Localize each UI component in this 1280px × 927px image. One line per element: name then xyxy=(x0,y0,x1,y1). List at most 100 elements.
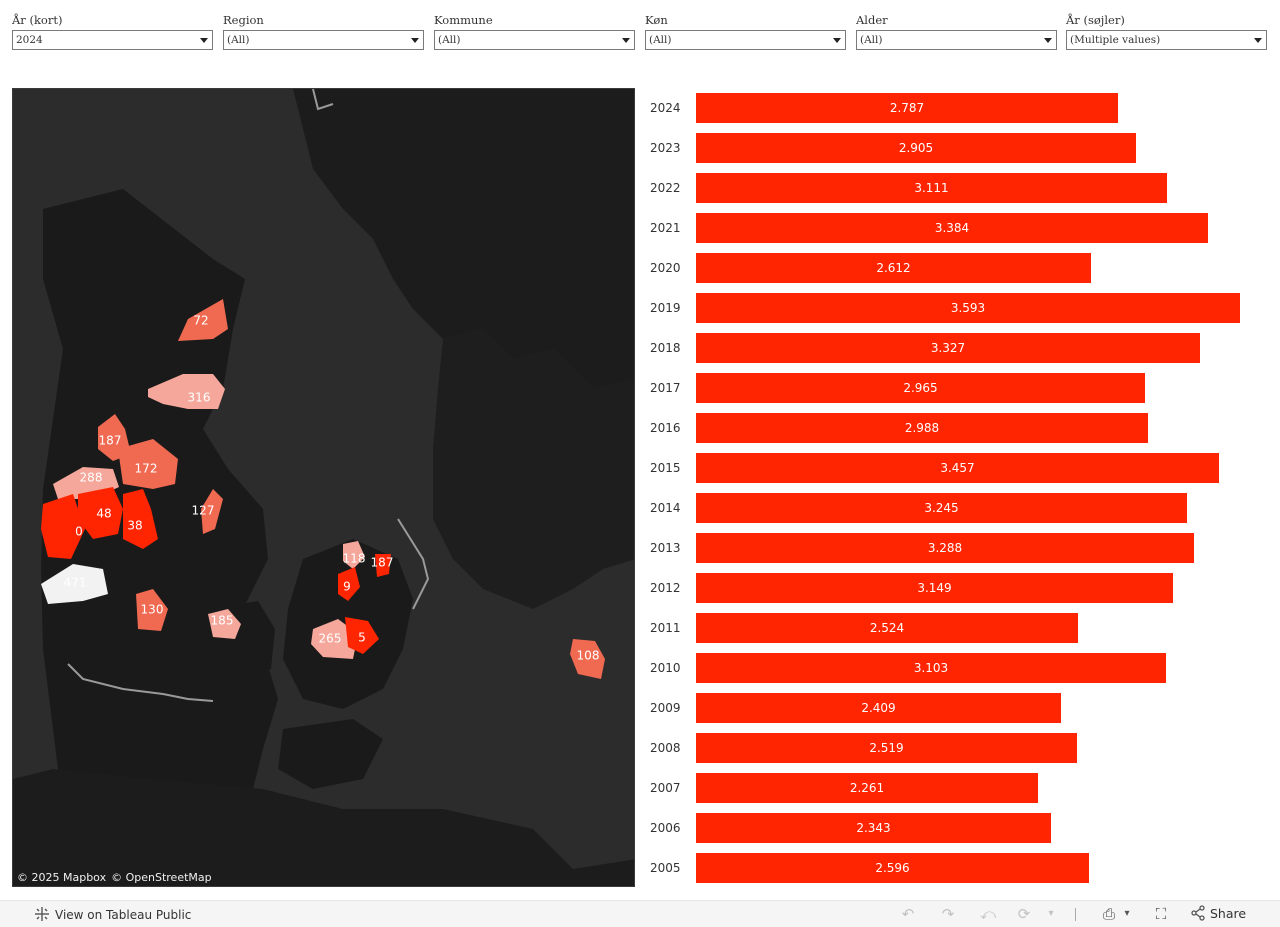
chevron-down-icon xyxy=(200,38,208,43)
yearly-bar-chart[interactable]: 2024 2.787 2023 2.905 2022 3.111 2021 3.384 2020… xyxy=(640,88,1260,888)
filter-value: 2024 xyxy=(16,34,43,46)
filter-municipality: Kommune (All) xyxy=(434,12,635,50)
bar-value-label: 2.596 xyxy=(875,861,910,875)
map-region-label: 316 xyxy=(188,391,211,405)
download-dropdown-icon[interactable]: ▾ xyxy=(1124,908,1130,919)
map-region[interactable] xyxy=(345,617,379,654)
bar[interactable]: 3.111 xyxy=(696,173,1167,203)
map-region[interactable] xyxy=(208,609,241,639)
bar[interactable]: 2.409 xyxy=(696,693,1061,723)
map-region[interactable] xyxy=(338,567,360,601)
bar-value-label: 3.149 xyxy=(917,581,952,595)
map-region[interactable] xyxy=(41,564,108,604)
bar-year-label: 2022 xyxy=(650,181,681,195)
map-region[interactable] xyxy=(343,541,365,569)
bar-row[interactable]: 2019 3.593 xyxy=(640,288,1260,328)
filter-region-dropdown[interactable]: (All) xyxy=(223,30,424,50)
bar[interactable]: 3.288 xyxy=(696,533,1194,563)
map-region[interactable] xyxy=(118,439,178,489)
bar-row[interactable]: 2009 2.409 xyxy=(640,688,1260,728)
bar-row[interactable]: 2016 2.988 xyxy=(640,408,1260,448)
bar-row[interactable]: 2007 2.261 xyxy=(640,768,1260,808)
bar-row[interactable]: 2018 3.327 xyxy=(640,328,1260,368)
filter-year-bars-dropdown[interactable]: (Multiple values) xyxy=(1066,30,1267,50)
bar-row[interactable]: 2021 3.384 xyxy=(640,208,1260,248)
map-region-label: 38 xyxy=(127,519,142,533)
choropleth-map[interactable]: 72 316 187 172 288 127 48 38 0 471 130 185 118 187 9 26… xyxy=(12,88,635,887)
bar[interactable]: 2.596 xyxy=(696,853,1089,883)
map-region[interactable] xyxy=(570,639,605,679)
bar-row[interactable]: 2005 2.596 xyxy=(640,848,1260,888)
bar-value-label: 2.787 xyxy=(889,101,925,115)
redo-icon[interactable]: ↷ xyxy=(941,905,955,923)
bar-year-label: 2007 xyxy=(650,781,681,795)
bar[interactable]: 3.149 xyxy=(696,573,1173,603)
bar[interactable]: 3.457 xyxy=(696,453,1219,483)
map-region[interactable] xyxy=(178,299,228,341)
view-on-tableau-link[interactable]: View on Tableau Public xyxy=(34,906,191,922)
map-land-scandinavia xyxy=(293,89,634,389)
map-region[interactable] xyxy=(201,489,223,534)
download-icon[interactable]: ⎙ xyxy=(1102,905,1115,923)
bar-value-label: 2.905 xyxy=(898,141,934,155)
map-region[interactable] xyxy=(375,554,391,577)
bar[interactable]: 2.965 xyxy=(696,373,1145,403)
bar[interactable]: 2.519 xyxy=(696,733,1077,763)
refresh-dropdown-icon[interactable]: ▾ xyxy=(1048,908,1054,919)
bar-row[interactable]: 2011 2.524 xyxy=(640,608,1260,648)
bar-row[interactable]: 2020 2.612 xyxy=(640,248,1260,288)
filter-age: Alder (All) xyxy=(856,12,1057,50)
bar[interactable]: 2.988 xyxy=(696,413,1148,443)
bar-year-label: 2012 xyxy=(650,581,681,595)
map-region[interactable] xyxy=(41,494,85,559)
map-region-label: 5 xyxy=(358,631,366,645)
filter-gender-dropdown[interactable]: (All) xyxy=(645,30,846,50)
bar[interactable]: 3.245 xyxy=(696,493,1187,523)
bar[interactable]: 3.593 xyxy=(696,293,1240,323)
chevron-down-icon xyxy=(411,38,419,43)
bar[interactable]: 3.327 xyxy=(696,333,1200,363)
bar[interactable]: 2.524 xyxy=(696,613,1078,643)
bar-row[interactable]: 2012 3.149 xyxy=(640,568,1260,608)
bar[interactable]: 2.612 xyxy=(696,253,1091,283)
bar[interactable]: 3.384 xyxy=(696,213,1208,243)
bar-row[interactable]: 2024 2.787 xyxy=(640,88,1260,128)
bar-value-label: 3.288 xyxy=(927,541,963,555)
undo-icon[interactable]: ↶ xyxy=(901,905,915,923)
fullscreen-icon[interactable]: ⛶ xyxy=(1155,905,1167,923)
bar-row[interactable]: 2014 3.245 xyxy=(640,488,1260,528)
mapbox-credit[interactable]: © 2025 Mapbox xyxy=(17,871,107,884)
osm-credit[interactable]: © OpenStreetMap xyxy=(111,871,212,884)
refresh-icon[interactable]: ⟳ xyxy=(1017,905,1031,923)
bar[interactable]: 2.261 xyxy=(696,773,1038,803)
bar-row[interactable]: 2022 3.111 xyxy=(640,168,1260,208)
filter-age-dropdown[interactable]: (All) xyxy=(856,30,1057,50)
bar-year-label: 2021 xyxy=(650,221,681,235)
map-land-jutland xyxy=(41,189,278,886)
bar-row[interactable]: 2006 2.343 xyxy=(640,808,1260,848)
bar-row[interactable]: 2010 3.103 xyxy=(640,648,1260,688)
chevron-down-icon xyxy=(622,38,630,43)
bar-row[interactable]: 2008 2.519 xyxy=(640,728,1260,768)
share-label: Share xyxy=(1210,906,1247,921)
bar-row[interactable]: 2013 3.288 xyxy=(640,528,1260,568)
filter-municipality-dropdown[interactable]: (All) xyxy=(434,30,635,50)
map-region[interactable] xyxy=(123,489,158,549)
revert-icon[interactable]: ⤺ xyxy=(979,905,997,923)
map-region[interactable] xyxy=(78,487,123,539)
bar-row[interactable]: 2017 2.965 xyxy=(640,368,1260,408)
map-land-lolland xyxy=(278,719,383,789)
map-canvas[interactable]: 72 316 187 172 288 127 48 38 0 471 130 185 118 187 9 26… xyxy=(13,89,635,887)
bar-row[interactable]: 2023 2.905 xyxy=(640,128,1260,168)
bar[interactable]: 2.343 xyxy=(696,813,1051,843)
bar-row[interactable]: 2015 3.457 xyxy=(640,448,1260,488)
filter-year-map-dropdown[interactable]: 2024 xyxy=(12,30,213,50)
bar[interactable]: 2.787 xyxy=(696,93,1118,123)
map-region[interactable] xyxy=(148,374,225,409)
bar[interactable]: 3.103 xyxy=(696,653,1166,683)
map-region-label: 265 xyxy=(319,632,342,646)
bar-year-label: 2017 xyxy=(650,381,681,395)
share-button[interactable]: Share xyxy=(1190,905,1246,923)
map-region[interactable] xyxy=(136,589,168,631)
bar[interactable]: 2.905 xyxy=(696,133,1136,163)
